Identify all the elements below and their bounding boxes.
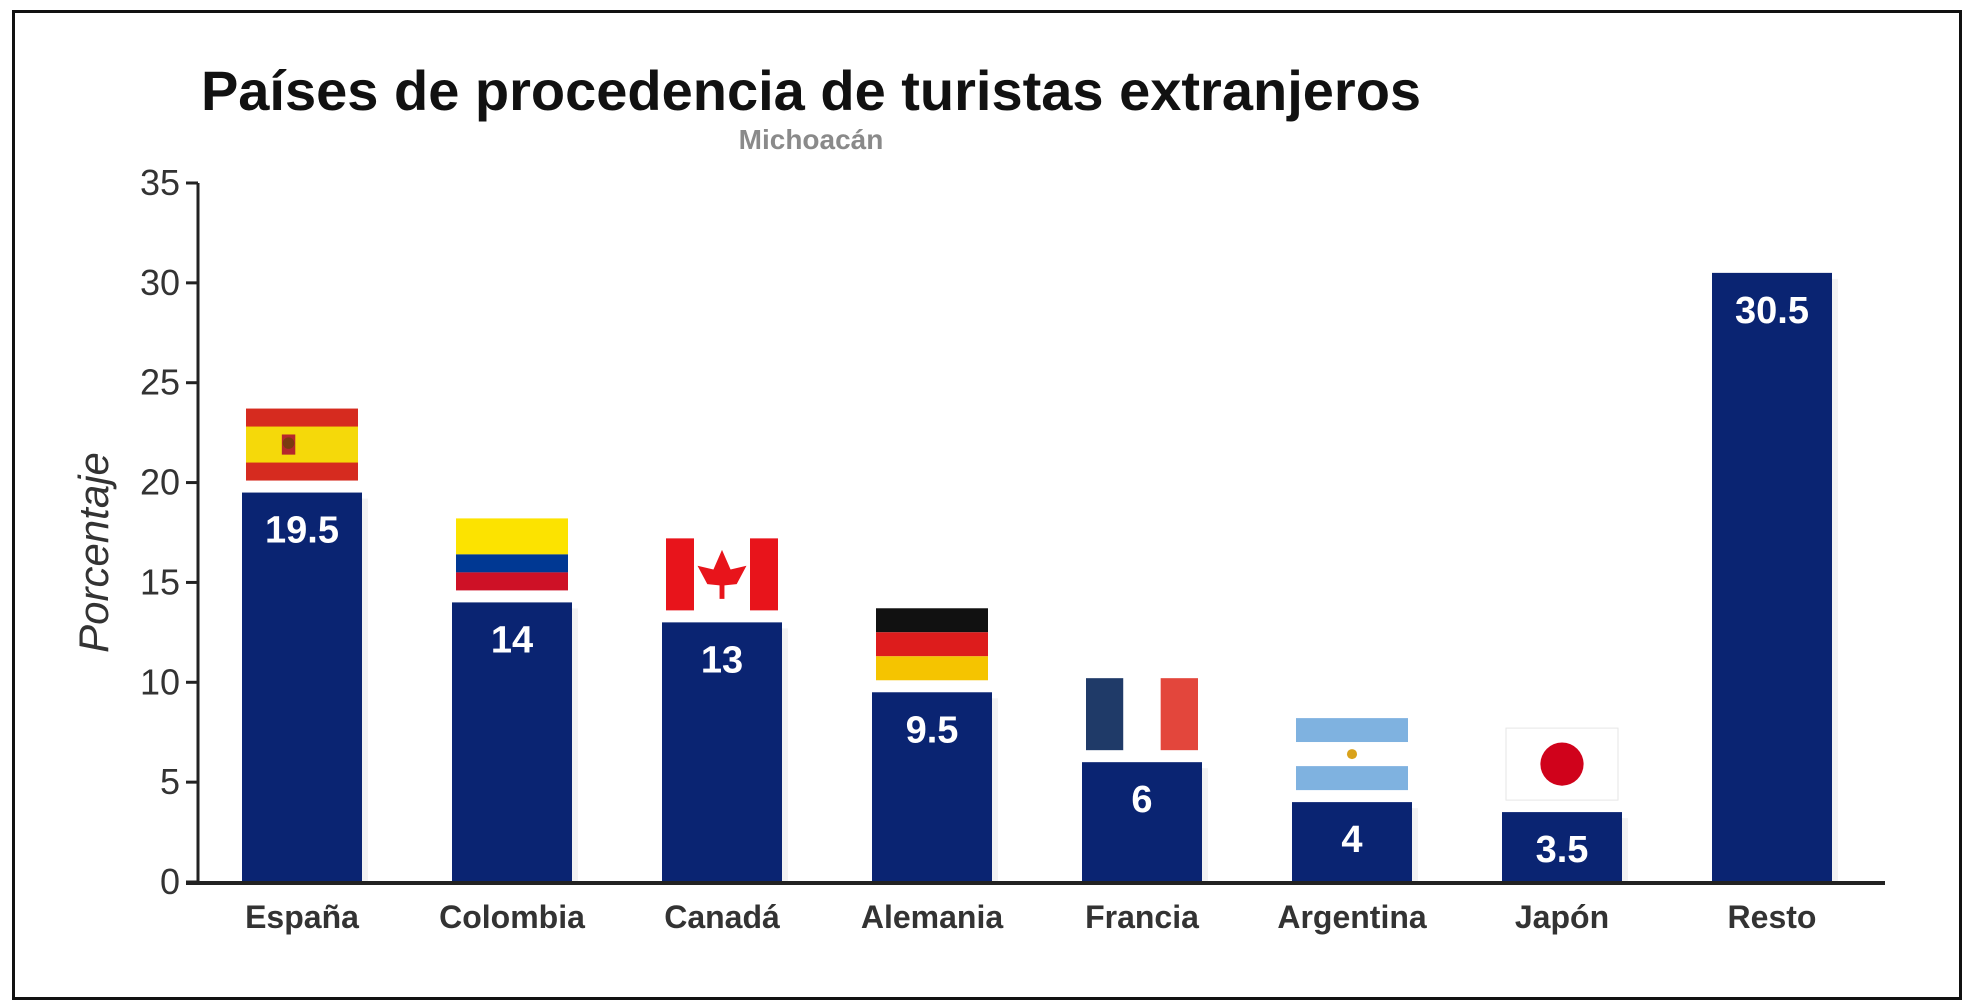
y-tick-label: 20 — [140, 462, 180, 503]
y-tick-label: 0 — [160, 861, 180, 902]
bar-8 — [1712, 272, 1832, 882]
x-tick-label: España — [245, 899, 359, 935]
x-tick-label: Alemania — [861, 899, 1003, 935]
x-tick-label: Canadá — [664, 899, 780, 935]
bar-2 — [452, 602, 572, 882]
x-tick-label: Argentina — [1277, 899, 1427, 935]
value-label: 9.5 — [906, 709, 959, 751]
y-axis-title: Porcentaje — [70, 452, 117, 653]
value-label: 19.5 — [265, 510, 339, 552]
france-flag-icon — [1086, 678, 1198, 751]
germany-flag-icon — [876, 608, 988, 681]
japan-flag-icon — [1505, 727, 1619, 801]
y-tick-label: 25 — [140, 362, 180, 403]
bar-5 — [1082, 762, 1202, 882]
value-label: 14 — [491, 619, 533, 661]
value-label: 6 — [1131, 779, 1152, 821]
bar-7 — [1502, 812, 1622, 882]
y-tick-label: 30 — [140, 262, 180, 303]
x-tick-label: Resto — [1728, 899, 1817, 935]
value-label: 13 — [701, 639, 743, 681]
value-label: 4 — [1341, 819, 1362, 861]
bar-1 — [242, 492, 362, 882]
x-tick-label: Colombia — [439, 899, 585, 935]
chart-subtitle: Michoacán — [738, 124, 884, 155]
spain-flag-icon — [246, 408, 358, 481]
value-label: 3.5 — [1536, 829, 1589, 871]
canada-flag-icon — [666, 538, 778, 611]
y-tick-label: 35 — [140, 162, 180, 203]
argentina-flag-icon — [1296, 718, 1408, 791]
value-label: 30.5 — [1735, 290, 1809, 332]
x-tick-label: Francia — [1085, 899, 1199, 935]
bar-6 — [1292, 802, 1412, 882]
y-tick-label: 10 — [140, 661, 180, 702]
x-tick-label: Japón — [1515, 899, 1609, 935]
bar-4 — [872, 692, 992, 882]
chart-title: Países de procedencia de turistas extran… — [200, 59, 1422, 122]
colombia-flag-icon — [456, 518, 568, 591]
y-tick-label: 15 — [140, 561, 180, 602]
bar-3 — [662, 622, 782, 882]
y-tick-label: 5 — [160, 761, 180, 802]
